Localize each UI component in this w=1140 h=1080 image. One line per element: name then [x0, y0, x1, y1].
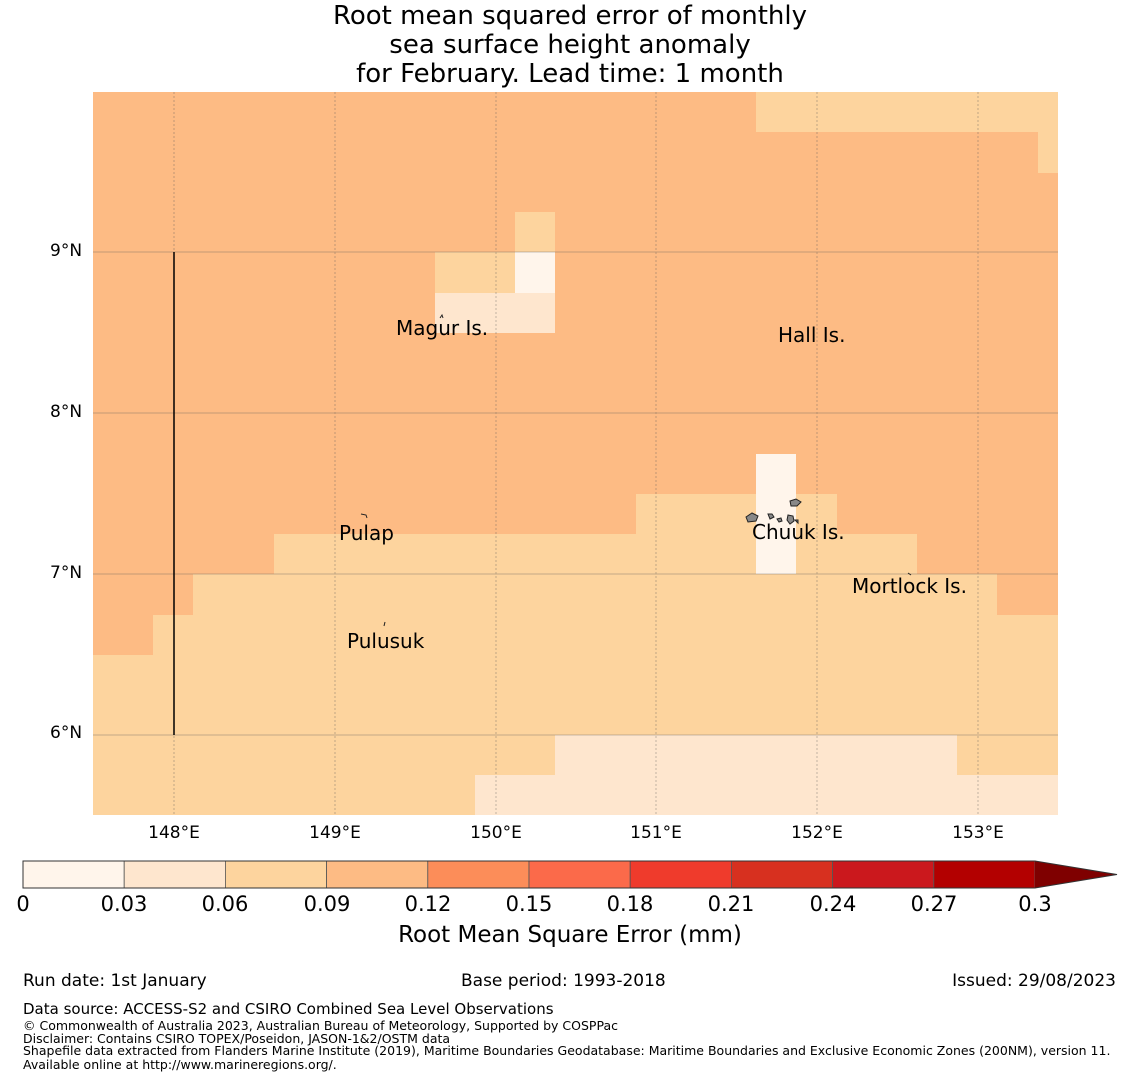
lon-label-148e: 148°E	[148, 823, 200, 843]
lon-label-149e: 149°E	[309, 823, 361, 843]
colorbar-segment	[832, 860, 935, 889]
colorbar-tick: 0.09	[303, 892, 351, 916]
lon-label-151e: 151°E	[630, 823, 682, 843]
colorbar-tick: 0.18	[606, 892, 654, 916]
rmse-cell	[435, 293, 555, 333]
rmse-cell	[756, 454, 796, 574]
chuuk-island-shape	[786, 514, 795, 525]
chuuk-island-shape	[793, 519, 799, 525]
rmse-cells	[93, 92, 1058, 815]
colorbar-segment	[123, 860, 226, 889]
rmse-cell	[515, 212, 555, 252]
rmse-cell	[555, 735, 957, 775]
rmse-cell	[93, 775, 475, 815]
chuuk-island-shape	[767, 513, 775, 520]
colorbar-extend-arrow	[1035, 861, 1117, 888]
rmse-cell	[435, 252, 515, 293]
issued-date: Issued: 29/08/2023	[952, 971, 1116, 991]
rmse-cell	[957, 735, 1058, 775]
colorbar	[22, 860, 1118, 889]
place-magur: Magur Is.	[396, 316, 489, 340]
rmse-cell	[756, 92, 1058, 132]
data-source: Data source: ACCESS-S2 and CSIRO Combine…	[23, 1000, 554, 1018]
colorbar-tick: 0.06	[201, 892, 249, 916]
colorbar-segment	[528, 860, 631, 889]
colorbar-tick: 0	[16, 892, 30, 916]
colorbar-tick: 0.21	[707, 892, 755, 916]
colorbar-segment	[731, 860, 834, 889]
colorbar-segment	[933, 860, 1036, 889]
title-line-3: for February. Lead time: 1 month	[356, 59, 784, 89]
lon-label-152e: 152°E	[791, 823, 843, 843]
chuuk-island-shape	[776, 517, 783, 523]
colorbar-label: Root Mean Square Error (mm)	[398, 922, 742, 948]
run-date: Run date: 1st January	[23, 971, 207, 991]
rmse-cell	[636, 494, 837, 534]
chuuk-island-shape	[789, 498, 802, 507]
magur-island-shape	[439, 313, 444, 319]
base-period: Base period: 1993-2018	[461, 971, 666, 991]
title-line-1: Root mean squared error of monthly	[332, 1, 808, 31]
lat-label-7n: 7°N	[50, 563, 83, 583]
lon-label-150e: 150°E	[470, 823, 522, 843]
rmse-cell	[515, 252, 555, 293]
lat-label-9n: 9°N	[50, 241, 83, 261]
lat-label-6n: 6°N	[50, 723, 83, 743]
mortlock-island-shape	[907, 572, 912, 576]
graticule	[93, 92, 1058, 815]
place-chuuk: Chuuk Is.	[752, 520, 845, 544]
place-pulusuk: Pulusuk	[347, 629, 425, 653]
rmse-cell	[274, 534, 917, 574]
colorbar-border	[22, 860, 1118, 889]
place-mortlock: Mortlock Is.	[852, 574, 967, 598]
chuuk-island-shape	[745, 512, 759, 523]
colorbar-tick: 0.27	[910, 892, 958, 916]
colorbar-tick: 0.24	[809, 892, 857, 916]
shapefile-credit: Shapefile data extracted from Flanders M…	[23, 1043, 1111, 1072]
disclaimer: Disclaimer: Contains CSIRO TOPEX/Poseido…	[23, 1031, 451, 1046]
pulap-island-shape	[360, 513, 368, 519]
colorbar-segment	[427, 860, 530, 889]
island-outlines	[360, 313, 912, 627]
lat-label-8n: 8°N	[50, 402, 83, 422]
colorbar-segment	[22, 860, 125, 889]
colorbar-tick: 0.15	[505, 892, 553, 916]
colorbar-segment	[629, 860, 732, 889]
chart-title: Root mean squared error of monthly sea s…	[0, 2, 1140, 89]
place-hall: Hall Is.	[778, 323, 846, 347]
colorbar-segment	[224, 860, 327, 889]
rmse-cell	[93, 655, 1058, 735]
colorbar-tick: 0.03	[100, 892, 148, 916]
copyright: © Commonwealth of Australia 2023, Austra…	[23, 1018, 618, 1033]
place-pulap: Pulap	[339, 521, 394, 545]
rmse-cell	[193, 574, 997, 615]
colorbar-tick: 0.12	[404, 892, 452, 916]
rmse-cell	[153, 615, 1058, 655]
lon-label-153e: 153°E	[952, 823, 1004, 843]
colorbar-tick: 0.3	[1018, 892, 1052, 916]
rmse-cell	[1038, 132, 1058, 173]
title-line-2: sea surface height anomaly	[389, 30, 751, 60]
rmse-cell	[93, 735, 555, 775]
pulusuk-island-shape	[383, 621, 386, 627]
colorbar-segment	[326, 860, 429, 889]
rmse-cell	[475, 775, 1058, 815]
